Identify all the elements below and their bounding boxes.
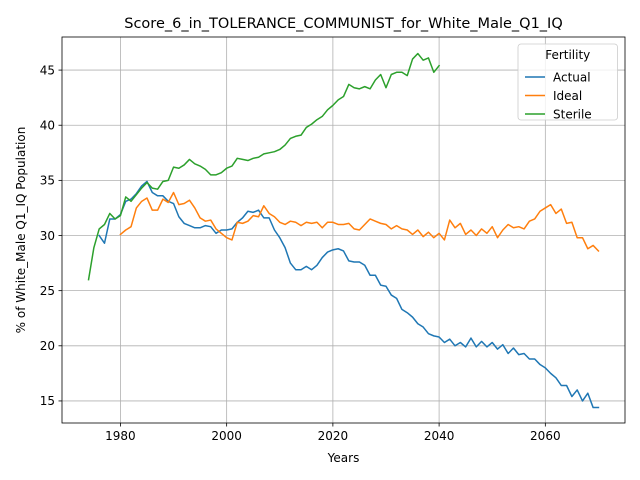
y-tick-label: 20 <box>40 339 55 353</box>
series-line-actual <box>98 180 600 409</box>
plot-frame <box>61 36 626 424</box>
chart-title: Score_6_in_TOLERANCE_COMMUNIST_for_White… <box>124 16 562 32</box>
x-tick-label: 2000 <box>211 429 242 443</box>
y-tick-label: 40 <box>40 119 55 133</box>
legend-title: Fertility <box>545 48 590 62</box>
x-tick-label: 2060 <box>530 429 561 443</box>
legend-box <box>517 43 618 121</box>
y-tick-label: 45 <box>40 63 55 77</box>
legend-label-sterile: Sterile <box>553 107 592 121</box>
x-tick-label: 2040 <box>424 429 455 443</box>
legend: Fertility Actual Ideal Sterile <box>517 43 618 121</box>
x-axis: 1980 2000 2020 2040 2060 <box>105 423 561 443</box>
y-axis-label: % of White_Male Q1_IQ Population <box>14 127 28 334</box>
series-lines <box>87 52 600 409</box>
y-tick-label: 35 <box>40 174 55 188</box>
legend-label-ideal: Ideal <box>553 89 582 103</box>
series-line-ideal <box>119 191 600 253</box>
x-tick-label: 2020 <box>318 429 349 443</box>
series-line-sterile <box>87 52 441 281</box>
y-tick-label: 30 <box>40 229 55 243</box>
y-tick-label: 25 <box>40 284 55 298</box>
legend-label-actual: Actual <box>553 70 591 84</box>
x-axis-label: Years <box>327 451 360 465</box>
grid-lines <box>62 37 625 423</box>
x-tick-label: 1980 <box>105 429 136 443</box>
y-axis: 15 20 25 30 35 40 45 <box>40 63 62 408</box>
y-tick-label: 15 <box>40 394 55 408</box>
